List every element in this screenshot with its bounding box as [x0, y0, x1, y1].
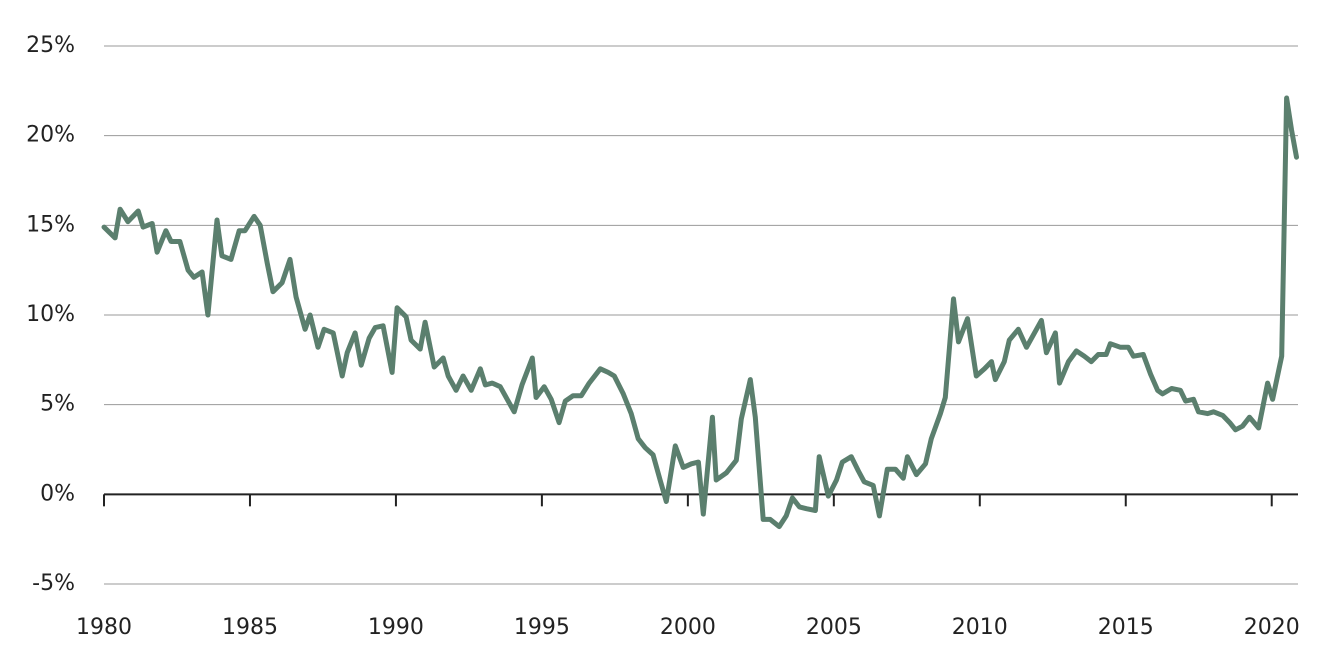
x-tick-label: 2020 [1244, 615, 1300, 640]
x-tick-label: 2000 [660, 615, 716, 640]
y-tick-label: 15% [26, 212, 75, 237]
x-tick-label: 1995 [514, 615, 570, 640]
x-tick-label: 1980 [76, 615, 132, 640]
y-tick-label: 0% [40, 481, 75, 506]
y-tick-label: 10% [26, 302, 75, 327]
x-tick-label: 2015 [1098, 615, 1154, 640]
x-tick-label: 2005 [806, 615, 862, 640]
y-tick-label: -5% [32, 571, 75, 596]
x-tick-label: 2010 [952, 615, 1008, 640]
data-line [101, 95, 1299, 530]
y-tick-label: 25% [26, 33, 75, 58]
y-tick-label: 5% [40, 392, 75, 417]
x-tick-label: 1990 [368, 615, 424, 640]
x-tick-label: 1985 [222, 615, 278, 640]
y-tick-label: 20% [26, 123, 75, 148]
